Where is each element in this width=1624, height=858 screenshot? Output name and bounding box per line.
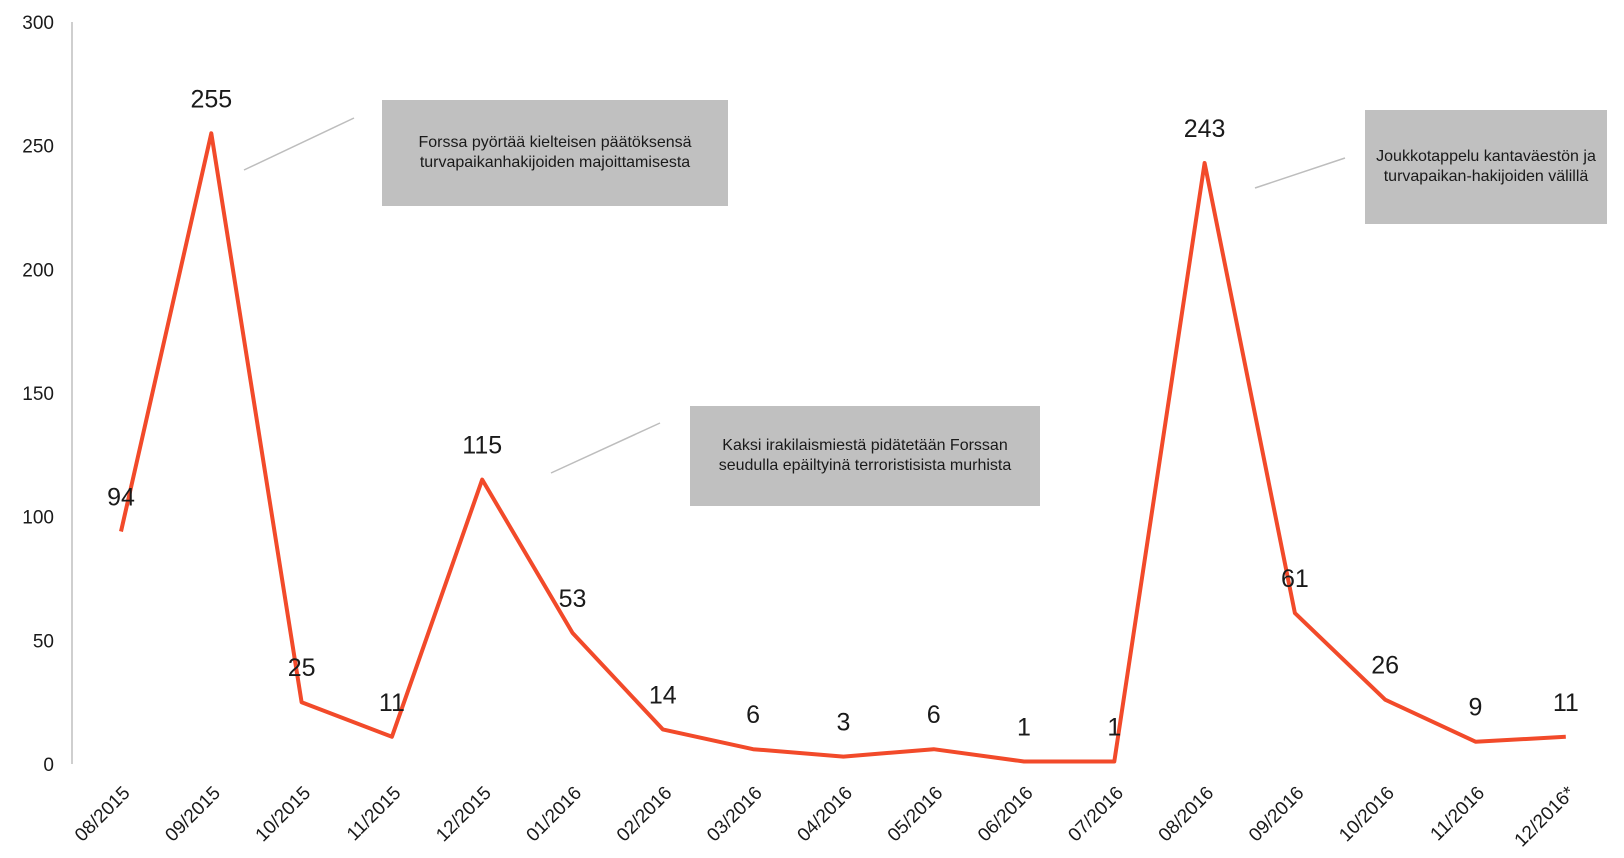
data-label: 11	[379, 689, 405, 717]
x-tick-label: 07/2016	[1064, 783, 1127, 846]
annotation-leader-lines	[243, 117, 1346, 474]
data-label: 26	[1371, 652, 1399, 680]
data-label: 6	[927, 701, 941, 729]
x-tick-label: 11/2016	[1427, 783, 1489, 845]
annotation-leader-line	[1254, 157, 1346, 189]
y-tick-label: 0	[43, 755, 54, 776]
x-tick-label: 02/2016	[613, 783, 676, 846]
data-label: 243	[1184, 115, 1226, 143]
data-label: 11	[1553, 689, 1579, 717]
y-tick-labels: 0 50 100 150 200 250 300	[22, 13, 54, 776]
y-tick-label: 300	[22, 13, 54, 34]
x-tick-label: 01/2016	[523, 783, 586, 846]
data-label: 3	[836, 709, 850, 737]
x-tick-labels: 08/2015 09/2015 10/2015 11/2015 12/2015 01/20…	[71, 782, 1580, 851]
x-tick-label: 09/2015	[161, 783, 224, 846]
data-label: 14	[649, 681, 677, 709]
data-label: 6	[746, 701, 760, 729]
data-label: 115	[462, 432, 502, 460]
x-tick-label: 11/2015	[343, 783, 405, 845]
annotation-box-1: Forssa pyörtää kielteisen päätöksensä tu…	[382, 100, 728, 206]
annotation-box-3: Joukkotappelu kantaväestön ja turvapaika…	[1365, 110, 1607, 224]
data-label: 1	[1107, 714, 1121, 742]
data-label: 1	[1017, 714, 1031, 742]
y-tick-label: 150	[22, 384, 54, 405]
x-tick-label: 05/2016	[884, 783, 947, 846]
annotation-leader-line	[550, 422, 661, 474]
x-tick-label: 10/2015	[252, 783, 315, 846]
y-tick-label: 100	[22, 508, 54, 529]
x-tick-label: 09/2016	[1245, 783, 1308, 846]
y-tick-label: 200	[22, 260, 54, 281]
x-tick-label: 08/2016	[1155, 783, 1218, 846]
series-line	[119, 131, 1566, 764]
x-tick-label: 03/2016	[703, 783, 766, 846]
annotation-leader-line	[243, 117, 355, 171]
data-label: 255	[190, 85, 232, 113]
x-tick-label: 12/2015	[432, 783, 495, 846]
x-tick-label: 04/2016	[794, 783, 857, 846]
x-tick-label: 08/2015	[71, 783, 134, 846]
data-label: 9	[1469, 694, 1483, 722]
annotation-box-2: Kaksi irakilaismiestä pidätetään Forssan…	[690, 406, 1040, 506]
x-tick-label: 06/2016	[974, 783, 1037, 846]
x-tick-label: 12/2016*	[1511, 782, 1580, 851]
y-tick-label: 250	[22, 137, 54, 158]
data-label: 94	[107, 484, 135, 512]
y-tick-label: 50	[33, 631, 54, 652]
data-label: 61	[1281, 565, 1309, 593]
x-tick-label: 10/2016	[1335, 783, 1398, 846]
data-label: 25	[288, 654, 316, 682]
data-label: 53	[559, 585, 587, 613]
